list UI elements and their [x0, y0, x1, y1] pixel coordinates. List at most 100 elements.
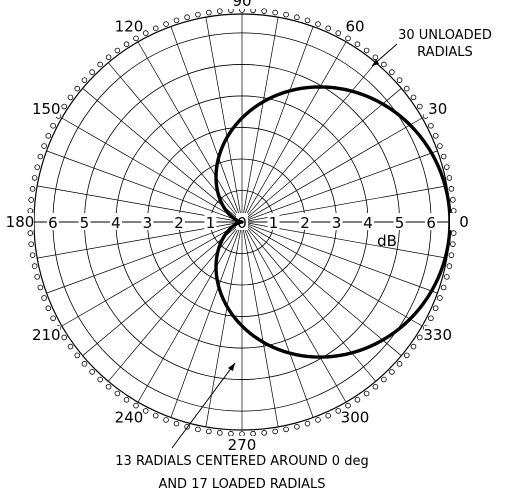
- grid-spoke: [243, 26, 314, 217]
- annotation-arrow-loaded: [171, 362, 236, 449]
- angle-label-bg: [341, 17, 369, 35]
- edge-ring-marker: [403, 85, 410, 92]
- edge-ring-marker: [304, 17, 311, 24]
- grid-spoke: [248, 185, 447, 222]
- edge-ring-marker: [163, 417, 169, 423]
- edge-ring-marker: [27, 230, 34, 236]
- edge-ring-marker: [195, 426, 201, 433]
- edge-ring-marker: [410, 343, 417, 350]
- edge-ring-marker: [437, 143, 443, 149]
- tick-label-bg: [299, 213, 312, 230]
- edge-ring-marker: [437, 295, 443, 301]
- grid-spoke: [82, 225, 238, 356]
- edge-ring-marker: [31, 263, 38, 269]
- edge-ring-marker: [304, 420, 311, 427]
- edge-ring-marker: [450, 230, 457, 236]
- grid-spoke: [37, 185, 236, 222]
- grid-spoke: [82, 88, 238, 219]
- edge-ring-marker: [123, 396, 130, 403]
- edge-ring-marker: [67, 343, 74, 350]
- edge-ring-marker: [410, 94, 417, 101]
- angle-label: 120: [115, 17, 144, 35]
- edge-ring-marker: [448, 252, 455, 258]
- edge-ring-marker: [89, 369, 95, 375]
- edge-ring-marker: [50, 122, 56, 129]
- grid-spoke: [242, 17, 279, 216]
- annotation-unloaded-line2: RADIALS: [417, 45, 473, 60]
- edge-ring-marker: [396, 77, 403, 83]
- edge-ring-marker: [432, 305, 439, 312]
- edge-ring-marker: [61, 334, 68, 341]
- edge-ring-marker: [283, 426, 289, 433]
- annotation-arrowhead-loaded: [228, 363, 235, 371]
- angle-label: 60: [345, 17, 364, 35]
- radial-tick-label: 4: [111, 214, 121, 232]
- grid-spoke: [46, 150, 237, 221]
- edge-ring-marker: [354, 41, 361, 48]
- angle-label: 30: [428, 100, 447, 118]
- radial-tick-label: 5: [80, 214, 90, 232]
- polar-grid: [33, 13, 451, 431]
- edge-ring-marker: [372, 383, 379, 390]
- tick-label-bg: [78, 213, 91, 230]
- edge-ring-marker: [381, 61, 387, 68]
- edge-ring-marker: [163, 21, 169, 27]
- grid-spoke: [61, 117, 237, 220]
- edge-ring-marker: [325, 25, 332, 32]
- tick-label-bg: [393, 213, 406, 230]
- grid-spoke: [244, 227, 347, 403]
- radial-tick-label: 6: [48, 214, 58, 232]
- tick-label-bg: [46, 213, 59, 230]
- angle-label: 150: [32, 100, 61, 118]
- edge-ring-marker: [428, 315, 434, 322]
- edge-ring-marker: [335, 30, 342, 36]
- edge-ring-marker: [34, 274, 41, 280]
- grid-spoke: [242, 228, 279, 427]
- grid-spoke: [248, 222, 447, 259]
- edge-ring-marker: [206, 9, 212, 16]
- angle-label: 240: [115, 409, 144, 427]
- edge-ring-marker: [142, 30, 149, 36]
- edge-ring-marker: [354, 396, 361, 403]
- annotations: 30 UNLOADED RADIALS 13 RADIALS CENTERED AR…: [115, 28, 492, 492]
- edge-ring-marker: [173, 420, 180, 427]
- edge-ring-marker: [97, 61, 103, 68]
- grid-spoke: [245, 62, 376, 218]
- edge-ring-marker: [272, 9, 278, 16]
- edge-ring-marker: [261, 8, 267, 14]
- edge-ring-marker: [416, 103, 423, 110]
- angle-label: 300: [341, 409, 370, 427]
- edge-ring-marker: [81, 77, 88, 83]
- angle-label: 270: [228, 436, 257, 454]
- annotation-unloaded-line1: 30 UNLOADED: [398, 28, 492, 43]
- edge-ring-marker: [31, 175, 38, 181]
- grid-spoke: [205, 17, 242, 216]
- edge-ring-marker: [206, 428, 212, 435]
- edge-ring-marker: [446, 263, 453, 269]
- pattern-series: [214, 85, 452, 359]
- angle-label: 330: [423, 326, 452, 344]
- angle-label: 180: [6, 213, 35, 231]
- tick-label-bg: [362, 213, 375, 230]
- edge-ring-marker: [34, 164, 41, 170]
- edge-ring-marker: [45, 132, 52, 139]
- radial-tick-label: 4: [363, 214, 373, 232]
- annotation-loaded-line1: 13 RADIALS CENTERED AROUND 0 deg: [115, 454, 368, 469]
- edge-ring-marker: [416, 334, 423, 341]
- edge-ring-marker: [363, 47, 370, 54]
- edge-ring-marker: [29, 186, 36, 192]
- edge-ring-marker: [428, 122, 434, 129]
- edge-ring-marker: [325, 412, 332, 419]
- radial-unit-label: dB: [377, 232, 397, 250]
- angle-label-bg: [423, 326, 452, 343]
- edge-ring-marker: [381, 376, 387, 383]
- edge-ring-marker: [152, 25, 159, 32]
- annotation-arrowhead-unloaded: [372, 59, 379, 66]
- edge-ring-marker: [335, 408, 342, 414]
- radial-tick-label: 1: [269, 214, 279, 232]
- grid-spoke: [37, 222, 236, 259]
- edge-ring-marker: [67, 94, 74, 101]
- grid-spoke: [247, 117, 423, 220]
- grid-spoke: [247, 150, 438, 221]
- grid-spoke: [245, 226, 376, 382]
